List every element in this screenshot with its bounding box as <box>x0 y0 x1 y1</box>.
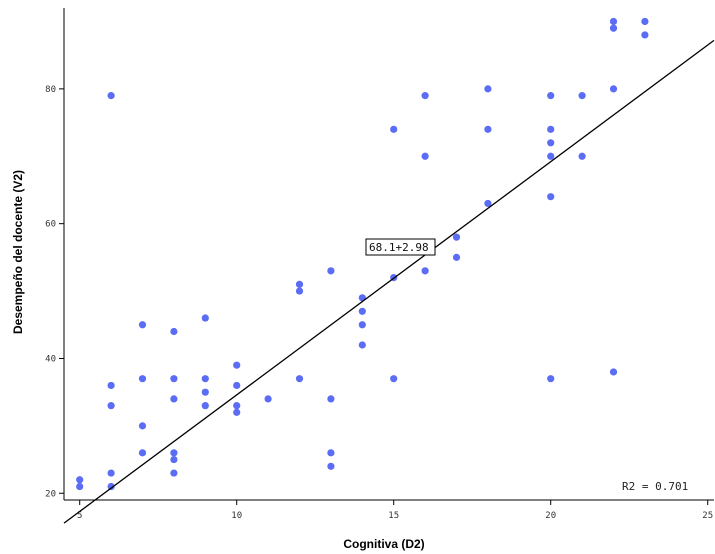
data-point <box>609 24 618 32</box>
data-point <box>233 381 241 390</box>
data-point <box>201 388 209 396</box>
plot-frame <box>63 8 714 501</box>
y-axis-ticks: 20 40 60 80 <box>45 85 64 499</box>
data-point <box>484 85 492 93</box>
fit-equation-box <box>365 238 436 256</box>
data-points <box>76 17 649 491</box>
data-point <box>547 92 555 100</box>
data-point <box>233 402 241 410</box>
x-tick-label: 20 <box>545 511 556 521</box>
data-point <box>547 375 555 383</box>
data-point <box>138 321 147 329</box>
data-point <box>76 476 84 484</box>
data-point <box>107 381 115 390</box>
data-point <box>170 449 178 457</box>
y-tick-label: 20 <box>45 489 56 499</box>
data-point <box>170 455 178 464</box>
x-tick-label: 25 <box>702 511 713 521</box>
x-tick-label: 15 <box>388 511 399 521</box>
x-tick-label: 5 <box>77 511 82 521</box>
x-axis-title: Cognitiva (D2) <box>343 537 424 551</box>
data-point <box>107 482 115 491</box>
data-point <box>421 152 429 160</box>
data-point <box>452 253 461 261</box>
data-point <box>107 469 115 477</box>
data-point <box>138 422 147 430</box>
data-point <box>264 395 272 403</box>
data-point <box>295 375 304 383</box>
data-point <box>578 152 586 160</box>
data-point <box>107 92 115 100</box>
data-point <box>547 152 555 160</box>
y-axis-title: Desempeño del docente (V2) <box>11 170 25 334</box>
data-point <box>107 402 115 410</box>
data-point <box>138 449 147 457</box>
data-point <box>390 125 398 133</box>
data-point <box>295 287 304 295</box>
data-point <box>138 375 147 383</box>
y-tick-label: 40 <box>45 354 56 364</box>
data-point <box>421 267 429 275</box>
data-point <box>484 125 492 133</box>
data-point <box>170 375 178 383</box>
data-point <box>233 408 241 416</box>
data-point <box>421 92 429 100</box>
data-point <box>170 327 178 336</box>
y-tick-label: 80 <box>45 85 56 95</box>
data-point <box>547 125 555 133</box>
data-point <box>201 402 209 410</box>
data-point <box>327 449 335 457</box>
data-point <box>170 395 178 403</box>
data-point <box>233 361 241 369</box>
data-point <box>578 92 586 100</box>
data-point <box>327 395 335 403</box>
data-point <box>327 267 335 275</box>
data-point <box>547 193 555 201</box>
data-point <box>201 314 209 322</box>
data-point <box>358 307 366 315</box>
data-point <box>609 85 618 93</box>
data-point <box>170 469 178 477</box>
r-squared-label: R2 = 0.701 <box>622 480 688 493</box>
data-point <box>484 199 492 208</box>
fit-equation-annotation: 68.1+2.98 <box>365 238 436 256</box>
data-point <box>76 482 84 491</box>
data-point <box>609 17 618 26</box>
x-tick-label: 10 <box>231 511 242 521</box>
data-point <box>358 321 366 329</box>
y-tick-label: 60 <box>45 220 56 230</box>
data-point <box>327 462 335 470</box>
x-axis-ticks: 5 10 15 20 25 <box>77 500 713 521</box>
fit-line <box>63 39 715 524</box>
fit-equation-label: 68.1+2.98 <box>369 241 429 254</box>
data-point <box>390 375 398 383</box>
data-point <box>201 375 209 383</box>
data-point <box>641 31 649 39</box>
data-point <box>358 341 366 349</box>
data-point <box>547 139 555 147</box>
data-point <box>452 233 461 241</box>
data-point <box>295 280 304 288</box>
data-point <box>641 17 649 26</box>
data-point <box>609 368 618 376</box>
